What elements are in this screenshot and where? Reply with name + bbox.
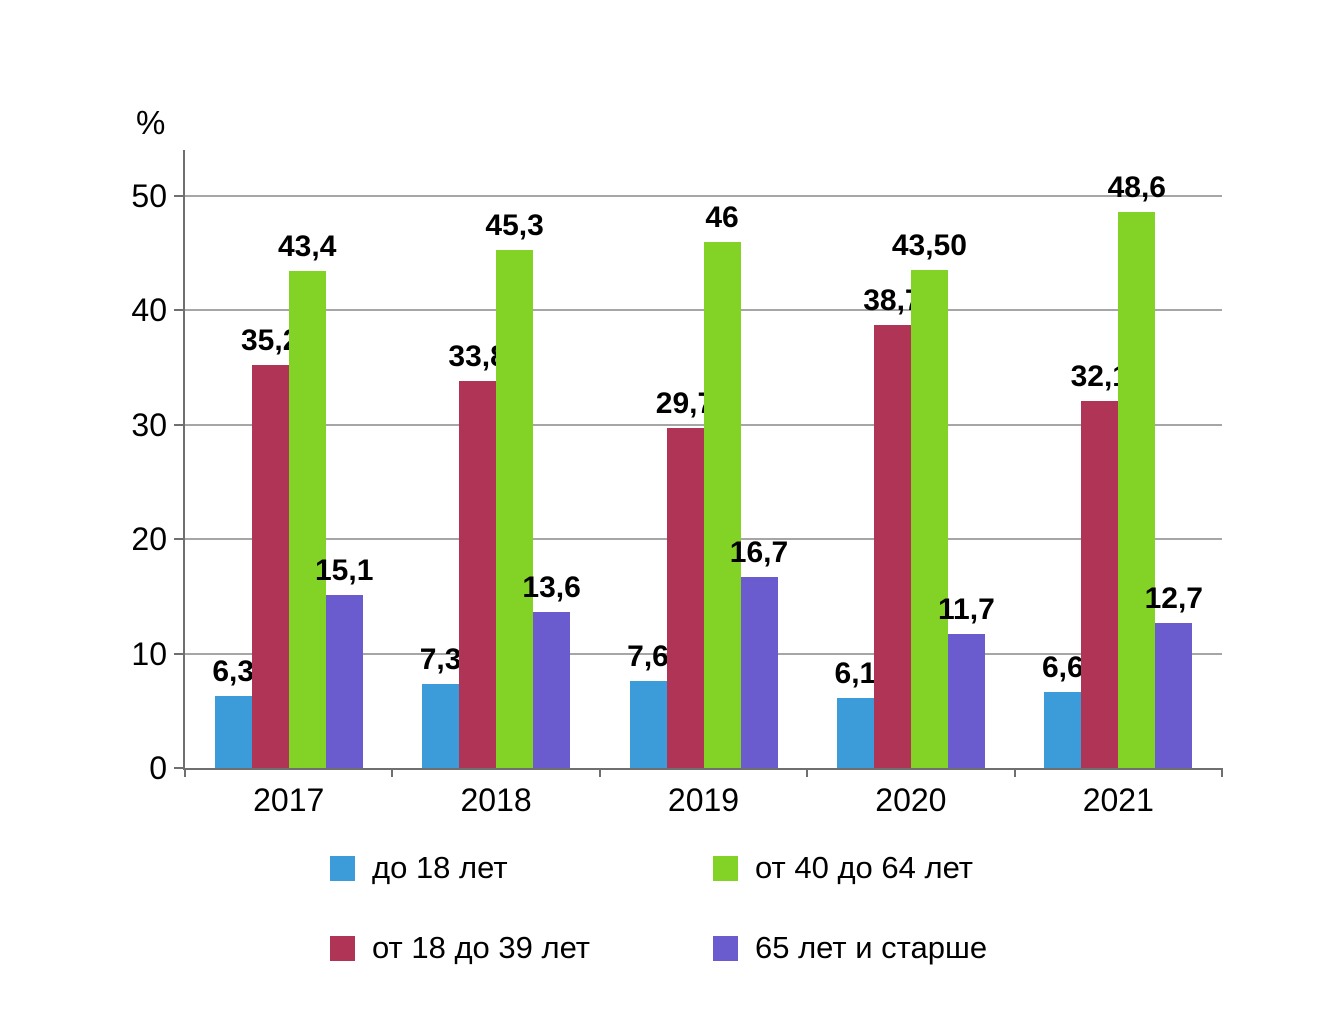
bar xyxy=(1081,400,1119,768)
legend-swatch-icon xyxy=(713,935,738,961)
legend-swatch-icon xyxy=(330,935,355,961)
bar-value-label: 48,6 xyxy=(1107,170,1166,204)
y-axis-tick-label: 10 xyxy=(131,635,167,672)
y-axis-tick xyxy=(174,423,183,426)
y-axis-tick-label: 50 xyxy=(131,177,167,214)
y-axis-unit-label: % xyxy=(136,104,166,141)
y-axis-tick-label: 0 xyxy=(149,750,167,786)
legend-label: от 18 до 39 лет xyxy=(372,930,590,965)
bar xyxy=(740,576,778,768)
bar xyxy=(1118,211,1156,768)
bar xyxy=(873,325,911,768)
x-axis-tick xyxy=(806,768,809,777)
y-axis-tick xyxy=(174,309,183,312)
bar-value-label: 16,7 xyxy=(729,535,789,569)
bar xyxy=(459,381,497,768)
gridline xyxy=(185,194,1222,197)
bar xyxy=(1155,622,1193,768)
bar-value-label: 12,7 xyxy=(1144,581,1203,615)
bar-value-label: 45,3 xyxy=(485,208,544,242)
y-axis-tick xyxy=(174,194,183,197)
y-axis-tick-label: 20 xyxy=(131,521,167,558)
x-axis-tick xyxy=(598,768,601,777)
x-axis-tick xyxy=(1013,768,1016,777)
bar xyxy=(910,270,948,768)
bar-value-label: 6,3 xyxy=(212,654,255,688)
x-axis-line xyxy=(183,768,1222,770)
legend-label: до 18 лет xyxy=(372,850,508,885)
x-axis-category-label: 2021 xyxy=(1082,782,1154,818)
legend-swatch-icon xyxy=(713,855,738,881)
y-axis-line xyxy=(183,150,185,768)
x-axis-tick xyxy=(184,768,186,777)
x-axis-category-label: 2019 xyxy=(667,782,740,818)
bar xyxy=(666,428,704,768)
bar-value-label: 13,6 xyxy=(522,571,581,605)
legend-item: от 40 до 64 лет xyxy=(713,850,987,886)
bar-value-label: 43,4 xyxy=(277,230,337,264)
bar xyxy=(836,698,874,768)
legend-label: от 40 до 64 лет xyxy=(755,850,973,885)
bar xyxy=(325,595,363,768)
legend-item: до 18 лет xyxy=(330,850,713,886)
bar-value-label: 7,6 xyxy=(627,640,669,674)
legend: до 18 лет от 40 до 64 лет от 18 до 39 лет 6… xyxy=(330,850,987,966)
y-axis-tick xyxy=(174,652,183,655)
bar-value-label: 46 xyxy=(705,200,739,234)
legend-label: 65 лет и старше xyxy=(755,930,988,965)
bar xyxy=(703,241,741,768)
bar xyxy=(496,249,534,768)
x-axis-tick xyxy=(391,768,394,777)
plot-area: 0 10 20 30 40 50 2017 2018 2019 2020 2021 6,3 7,3 7,6… xyxy=(131,150,1223,818)
bar xyxy=(629,681,667,768)
bar xyxy=(422,684,460,768)
bar xyxy=(533,612,571,768)
bar xyxy=(947,634,985,768)
bar xyxy=(288,271,326,768)
legend-item: от 18 до 39 лет xyxy=(330,930,713,966)
bar-value-label: 6,6 xyxy=(1041,651,1084,685)
x-axis-tick xyxy=(1221,768,1223,777)
bar xyxy=(1044,692,1082,768)
bar-value-label: 43,50 xyxy=(891,229,967,263)
x-axis-category-label: 2020 xyxy=(875,782,947,818)
bar-value-label: 11,7 xyxy=(938,593,995,627)
legend-item: 65 лет и старше xyxy=(713,930,987,966)
x-axis-category-label: 2018 xyxy=(460,782,532,818)
bar-value-label: 7,3 xyxy=(419,643,462,677)
y-axis-tick-label: 40 xyxy=(131,292,167,329)
bar xyxy=(214,695,252,768)
y-axis-tick xyxy=(174,538,183,541)
bar-value-label: 15,1 xyxy=(314,554,374,588)
x-axis-category-label: 2017 xyxy=(253,782,325,818)
y-axis-tick-label: 30 xyxy=(131,406,167,443)
y-axis-tick xyxy=(174,767,183,769)
bar xyxy=(251,365,289,768)
bar-value-label: 6,1 xyxy=(834,657,877,691)
legend-swatch-icon xyxy=(330,855,355,881)
